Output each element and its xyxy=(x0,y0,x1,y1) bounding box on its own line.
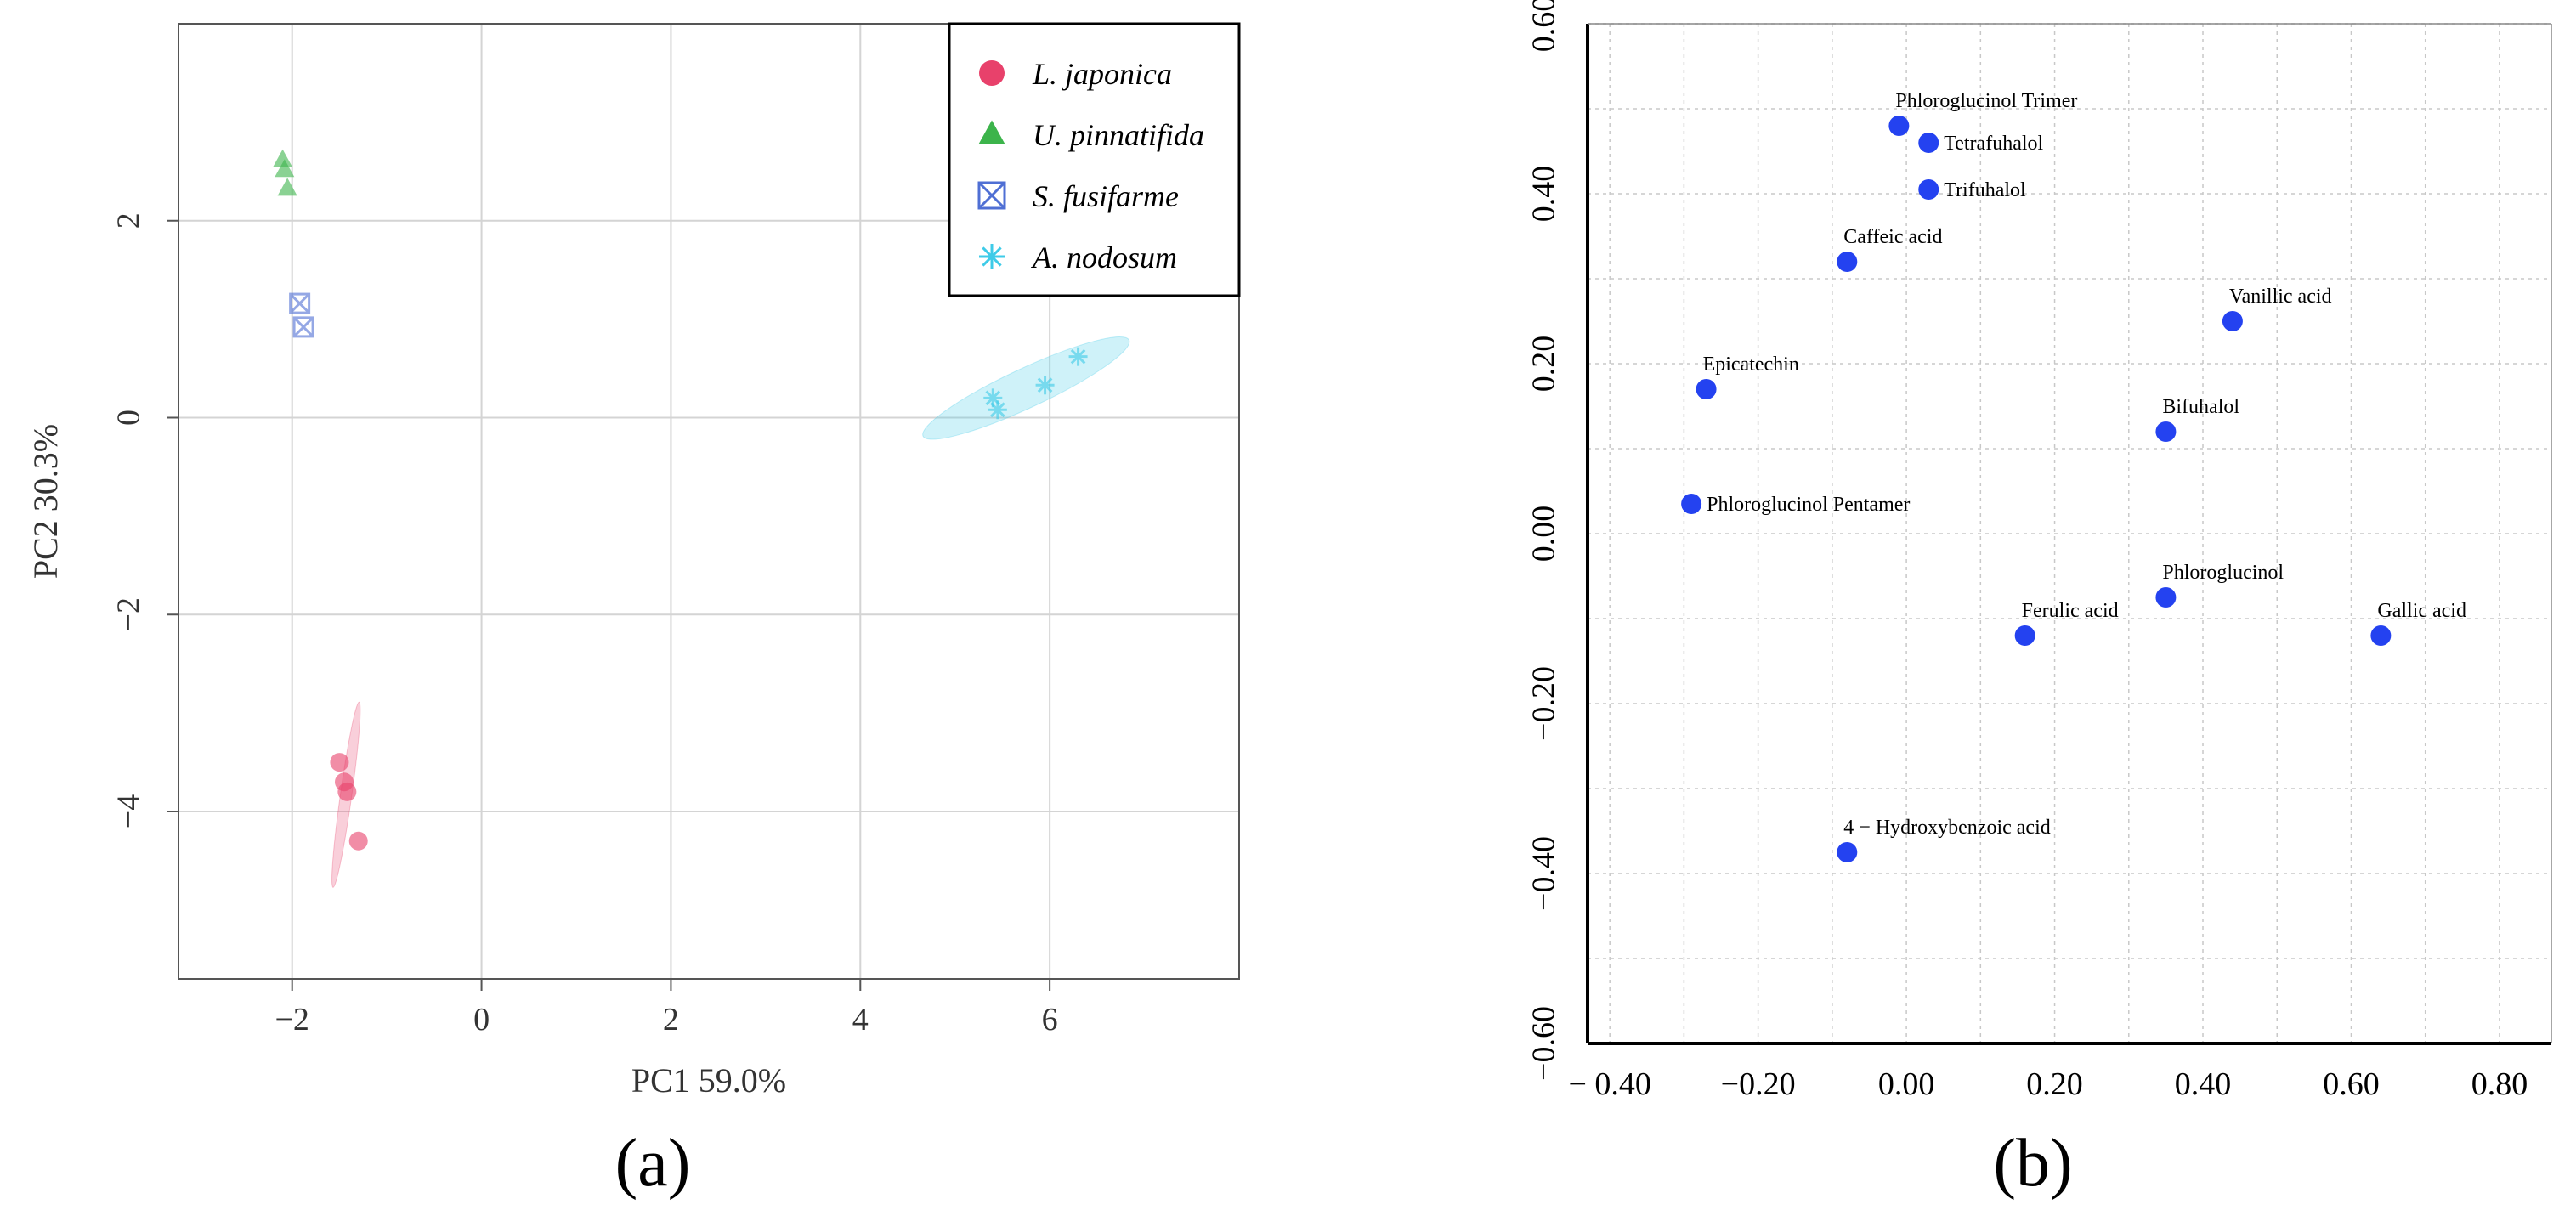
legend-item-s-fusifarme: S. fusifarme xyxy=(977,179,1179,213)
point-label: Tetrafuhalol xyxy=(1944,133,2043,155)
x-tick-label: 0.20 xyxy=(2026,1066,2083,1102)
loading-ferulic-acid: Ferulic acid xyxy=(2014,600,2119,646)
x-tick-label: 6 xyxy=(1042,1002,1058,1038)
y-tick-label: 0 xyxy=(111,410,147,426)
legend-marker xyxy=(977,181,1006,210)
data-point xyxy=(1888,116,1910,136)
series-a-nodosum xyxy=(922,336,1130,440)
legend-marker xyxy=(979,60,1005,86)
legend-item-a-nodosum: A. nodosum xyxy=(979,240,1177,274)
data-point xyxy=(330,753,349,772)
panel-b-loadings: − 0.40 −0.20 0.00 0.20 0.40 0.60 0.80 0.60 0.40 0… xyxy=(1526,0,2552,1102)
series-l-japonica xyxy=(330,701,368,888)
x-tick-label: 0.40 xyxy=(2175,1066,2232,1102)
y-tick-label: −0.40 xyxy=(1526,836,1562,911)
x-tick-label: −0.20 xyxy=(1721,1066,1796,1102)
point-label: Gallic acid xyxy=(2377,600,2466,622)
point-label: Phloroglucinol xyxy=(2162,562,2284,584)
series-s-fusifarme xyxy=(289,292,314,338)
series-u-pinnatifida xyxy=(273,149,297,196)
loading-trifuhalol: Trifuhalol xyxy=(1918,179,2026,201)
x-tick-label: 0.80 xyxy=(2471,1066,2528,1102)
data-point xyxy=(277,178,297,196)
loading-phloroglucinol-trimer: Phloroglucinol Trimer xyxy=(1888,90,2077,136)
x-tick-label: −2 xyxy=(275,1002,309,1038)
x-tick-label: 0 xyxy=(473,1002,490,1038)
data-point xyxy=(1681,494,1702,514)
x-tick-label: 4 xyxy=(852,1002,869,1038)
x-tick-label: 0.60 xyxy=(2323,1066,2380,1102)
point-label: Caffeic acid xyxy=(1843,226,1942,248)
legend-item-u-pinnatifida: U. pinnatifida xyxy=(978,118,1204,152)
data-point xyxy=(1837,252,1858,272)
data-point xyxy=(988,400,1007,420)
loading-phloroglucinol-pentamer: Phloroglucinol Pentamer xyxy=(1681,494,1910,516)
data-point xyxy=(1837,842,1858,862)
legend-marker xyxy=(979,244,1005,269)
data-point xyxy=(275,159,295,178)
loading-tetrafuhalol: Tetrafuhalol xyxy=(1918,133,2044,155)
point-label: Phloroglucinol Pentamer xyxy=(1707,494,1910,516)
loading-caffeic-acid: Caffeic acid xyxy=(1837,226,1942,272)
x-tick-label: − 0.40 xyxy=(1568,1066,1650,1102)
data-point xyxy=(2155,421,2177,442)
data-point xyxy=(1918,179,1939,200)
point-label: Phloroglucinol Trimer xyxy=(1895,90,2077,112)
y-axis-title-a: PC2 30.3% xyxy=(26,424,65,579)
panel-label-a: (a) xyxy=(615,1126,691,1201)
legend-marker xyxy=(978,120,1005,144)
loading-epicatechin: Epicatechin xyxy=(1696,353,1799,399)
y-tick-label: −4 xyxy=(111,794,147,828)
legend-item-l-japonica: L. japonica xyxy=(979,57,1172,91)
y-tick-label: 0.20 xyxy=(1526,336,1562,393)
legend-label: A. nodosum xyxy=(1031,240,1177,274)
data-point xyxy=(273,149,293,167)
y-tick-label: 0.40 xyxy=(1526,166,1562,223)
loading-vanillic-acid: Vanillic acid xyxy=(2222,286,2332,331)
point-label: Vanillic acid xyxy=(2229,286,2332,308)
data-point xyxy=(1696,379,1717,399)
x-tick-label: 0.00 xyxy=(1878,1066,1935,1102)
data-point xyxy=(292,316,314,338)
panel-label-b: (b) xyxy=(1993,1126,2072,1201)
data-point xyxy=(337,782,357,801)
point-label: Epicatechin xyxy=(1703,353,1799,376)
point-label: Bifuhalol xyxy=(2162,396,2239,418)
loading-phloroglucinol: Phloroglucinol xyxy=(2155,562,2284,608)
data-point xyxy=(348,831,368,851)
data-point xyxy=(2370,625,2392,646)
data-point xyxy=(2222,311,2243,331)
y-tick-label: −2 xyxy=(111,597,147,631)
legend-a: L. japonica U. pinnatifida S. fusifarme A. … xyxy=(948,22,1241,297)
point-label: 4 − Hydroxybenzoic acid xyxy=(1843,817,2050,839)
loading-bifuhalol: Bifuhalol xyxy=(2155,396,2239,442)
y-tick-label: −0.20 xyxy=(1526,666,1562,741)
loading-gallic-acid: Gallic acid xyxy=(2370,600,2466,646)
y-tick-label: 2 xyxy=(111,212,147,229)
data-point xyxy=(2014,625,2035,646)
loading-4-hydroxybenzoic-acid: 4 − Hydroxybenzoic acid xyxy=(1837,817,2051,862)
panel-a-pca-scores: −2 0 2 4 6 −4 −2 0 2 PC1 59.0% PC2 30.3% L. japonic… xyxy=(26,22,1241,1100)
plot-frame-a xyxy=(178,23,1240,980)
legend-label: L. japonica xyxy=(1032,57,1172,91)
y-tick-label: 0.60 xyxy=(1526,0,1562,52)
data-point xyxy=(1035,376,1055,395)
data-point xyxy=(1918,133,1939,153)
data-point xyxy=(2155,587,2177,608)
data-point xyxy=(1068,347,1088,366)
legend-label: U. pinnatifida xyxy=(1033,118,1204,152)
x-tick-label: 2 xyxy=(663,1002,679,1038)
y-tick-label: 0.00 xyxy=(1526,506,1562,563)
point-label: Trifuhalol xyxy=(1944,179,2026,201)
point-label: Ferulic acid xyxy=(2022,600,2119,622)
x-axis-title-a: PC1 59.0% xyxy=(631,1061,786,1100)
legend-label: S. fusifarme xyxy=(1033,179,1179,213)
data-point xyxy=(289,292,311,314)
y-tick-label: −0.60 xyxy=(1526,1006,1562,1081)
